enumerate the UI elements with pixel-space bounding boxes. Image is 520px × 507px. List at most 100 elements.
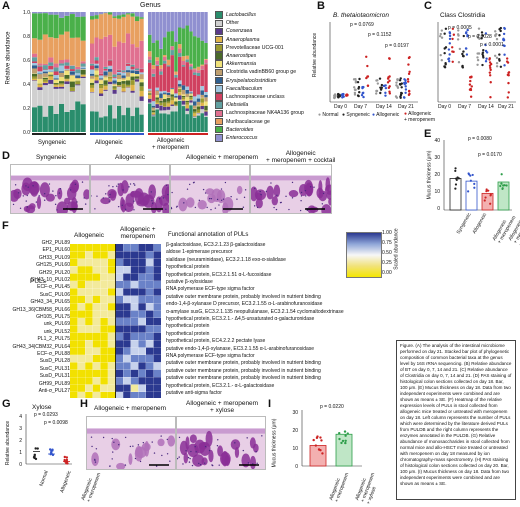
nucleus (220, 199, 223, 201)
stack-segment (103, 71, 108, 76)
heatmap-cell (115, 369, 123, 377)
nucleus (189, 183, 191, 186)
pul-function: hypothetical protein, EC3.2.1.- α-L-gala… (166, 382, 275, 389)
nucleus (52, 190, 54, 192)
heatmap-cell (100, 355, 108, 363)
stack-segment (163, 37, 167, 56)
heatmap-cell (146, 347, 154, 355)
heatmap-cell (123, 251, 131, 259)
goblet-cell (266, 185, 274, 200)
data-point (457, 29, 460, 32)
data-point (471, 173, 474, 177)
stack-segment (117, 15, 122, 19)
panel-g-ylabel: Relative abundance (5, 420, 12, 466)
goblet-cell (205, 430, 213, 447)
stack-segment (148, 59, 152, 63)
data-point (484, 43, 487, 47)
data-point (448, 37, 452, 41)
stack-segment (48, 76, 54, 80)
stack-segment (170, 94, 174, 97)
stack-segment (126, 80, 131, 85)
data-point (366, 84, 370, 87)
stack-segment (189, 97, 193, 100)
data-point (470, 75, 473, 79)
nucleus (204, 192, 207, 194)
bar (335, 433, 353, 467)
heatmap-cell (100, 258, 108, 266)
data-point (469, 95, 473, 98)
stack-segment (75, 66, 81, 70)
nucleus (58, 192, 61, 194)
data-point (443, 32, 446, 35)
pul-name: GH33_PUL09 (38, 254, 70, 261)
goblet-cell (255, 198, 263, 209)
data-point (345, 93, 348, 96)
nucleus (108, 196, 110, 199)
stack-segment (193, 74, 197, 97)
data-point (489, 68, 492, 72)
heatmap-cell (77, 251, 85, 259)
nucleus (300, 195, 303, 197)
stack-segment (99, 78, 104, 80)
stack-segment (196, 109, 201, 113)
heatmap-cell (85, 325, 93, 333)
stack-segment (151, 68, 156, 74)
stack-segment (53, 78, 59, 80)
stack-segment (139, 86, 144, 91)
stack-segment (185, 59, 189, 63)
stack-segment (103, 70, 108, 72)
data-point (470, 85, 473, 88)
stack-segment (48, 14, 54, 38)
stack-segment (159, 74, 163, 92)
nucleus (242, 206, 245, 208)
stack-segment (155, 65, 159, 88)
data-point (379, 91, 382, 95)
stack-segment (117, 105, 122, 132)
nucleus (273, 206, 275, 209)
data-point (480, 37, 483, 40)
stack-segment (75, 85, 81, 102)
stack-segment (112, 17, 117, 47)
stack-segment (121, 16, 126, 43)
nucleus (56, 209, 58, 211)
stack-segment (163, 92, 167, 94)
ytick: 3 (19, 426, 22, 432)
histology-image-allogeneic (90, 164, 170, 214)
data-point (447, 57, 451, 60)
nucleus (171, 191, 173, 194)
stack-segment (69, 81, 75, 88)
nucleus (94, 459, 96, 462)
heatmap-cell (138, 369, 146, 377)
data-point (443, 47, 446, 50)
stack-segment (200, 65, 204, 70)
heatmap-cell (153, 347, 161, 355)
heatmap-cell (138, 340, 146, 348)
heatmap-cell (108, 355, 116, 363)
nucleus (165, 208, 167, 210)
heatmap-cell (77, 310, 85, 318)
data-point (320, 439, 323, 442)
stack-segment (159, 113, 163, 132)
heatmap-cell (70, 318, 78, 326)
data-point (493, 54, 497, 57)
stack-segment (32, 80, 38, 108)
stack-segment (135, 76, 140, 79)
pul-function: sialidase (neuraminidase), EC3.2.1.18 ex… (166, 256, 286, 263)
data-point (404, 79, 407, 82)
stack-segment (193, 72, 197, 75)
data-point (507, 81, 510, 85)
heatmap-cell (146, 281, 154, 289)
heatmap-cell (123, 325, 131, 333)
heatmap-cell (146, 384, 154, 392)
legend-swatch (215, 19, 223, 28)
stack-segment (166, 59, 171, 66)
stack-segment (181, 28, 186, 57)
heatmap-cell (146, 244, 154, 252)
pul-name: ECF-σ_PUL45 (37, 284, 70, 291)
stack-segment (151, 114, 156, 116)
legend-item: Anaeroplasma (215, 35, 319, 44)
heatmap-cell (100, 303, 108, 311)
heatmap-cell (146, 325, 154, 333)
data-point (388, 85, 391, 88)
stack-segment (196, 12, 201, 38)
